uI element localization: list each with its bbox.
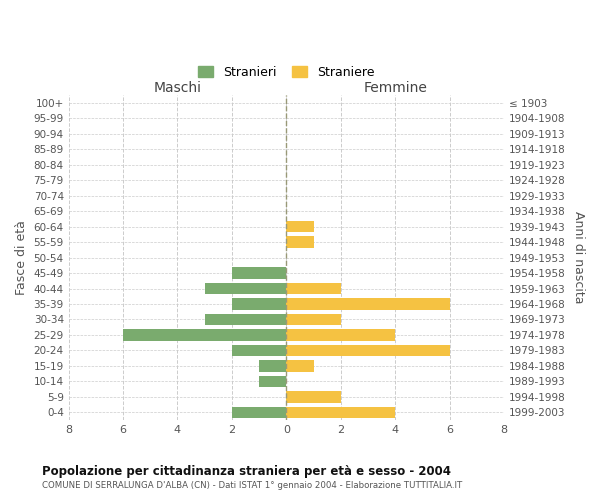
Bar (232, 298, 286, 310)
Bar (259, 376, 286, 387)
Bar (286, 344, 449, 356)
Bar (286, 314, 341, 326)
Y-axis label: Anni di nascita: Anni di nascita (572, 212, 585, 304)
Bar (286, 391, 341, 402)
Text: Popolazione per cittadinanza straniera per età e sesso - 2004: Popolazione per cittadinanza straniera p… (42, 465, 451, 478)
Bar (286, 360, 314, 372)
Bar (286, 236, 314, 248)
Text: Femmine: Femmine (363, 81, 427, 95)
Bar (232, 406, 286, 418)
Bar (205, 282, 286, 294)
Bar (232, 267, 286, 279)
Bar (205, 314, 286, 326)
Bar (286, 406, 395, 418)
Bar (123, 329, 286, 341)
Text: Maschi: Maschi (154, 81, 202, 95)
Bar (286, 329, 395, 341)
Bar (286, 282, 341, 294)
Bar (259, 360, 286, 372)
Bar (286, 298, 449, 310)
Bar (286, 221, 314, 232)
Text: COMUNE DI SERRALUNGA D'ALBA (CN) - Dati ISTAT 1° gennaio 2004 - Elaborazione TUT: COMUNE DI SERRALUNGA D'ALBA (CN) - Dati … (42, 481, 462, 490)
Legend: Stranieri, Straniere: Stranieri, Straniere (194, 62, 378, 82)
Y-axis label: Fasce di età: Fasce di età (15, 220, 28, 295)
Bar (232, 344, 286, 356)
